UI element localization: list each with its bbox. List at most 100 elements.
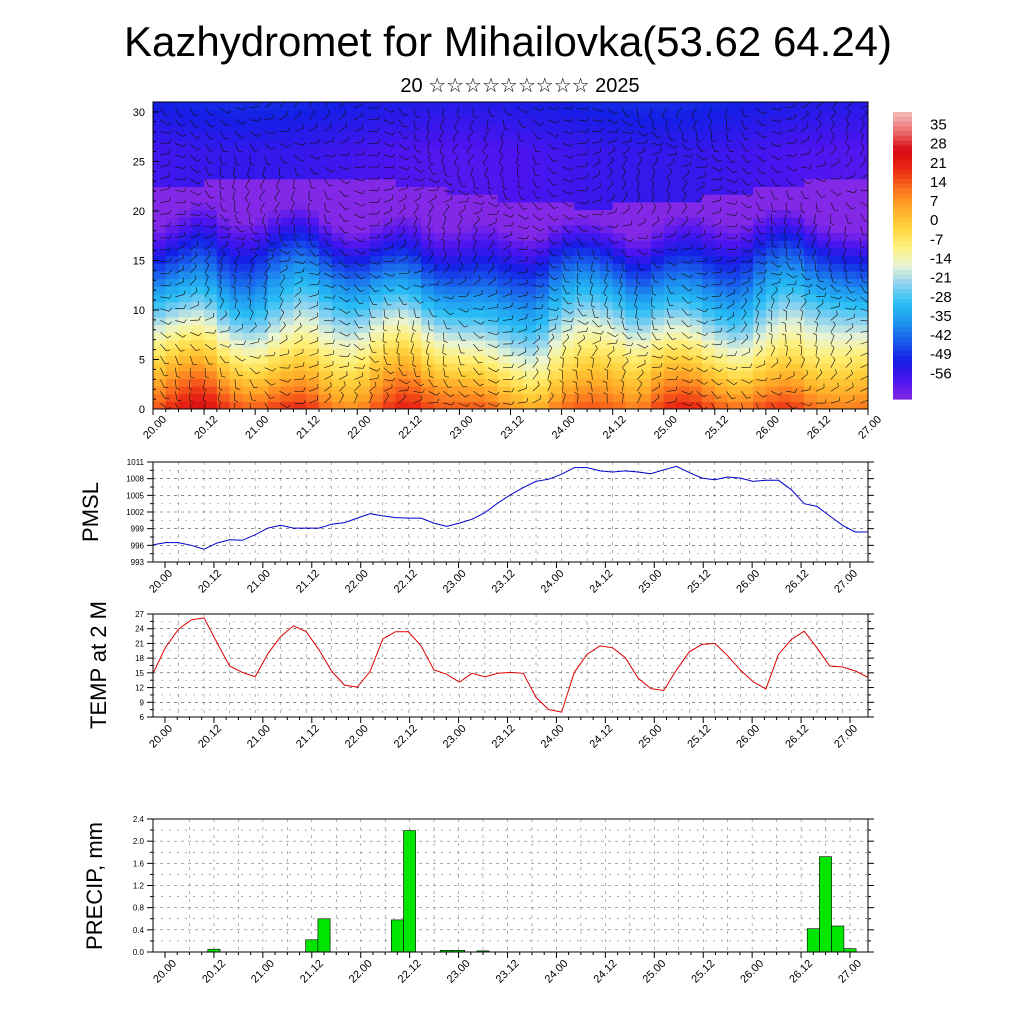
wind-barb bbox=[696, 355, 706, 360]
heatmap-cell bbox=[153, 362, 167, 372]
wind-barb bbox=[666, 343, 674, 351]
heatmap-cell bbox=[804, 125, 818, 134]
heatmap-cell bbox=[344, 270, 358, 280]
wind-barb bbox=[711, 343, 721, 345]
wind-barb bbox=[218, 379, 221, 389]
heatmap-cell bbox=[472, 201, 486, 211]
heatmap-cell bbox=[382, 301, 397, 310]
wind-barb bbox=[234, 264, 238, 274]
heatmap-cell bbox=[804, 309, 818, 318]
x-tick-label: 22.00 bbox=[345, 414, 373, 442]
wind-barb-flag bbox=[600, 137, 603, 142]
heatmap-cell bbox=[216, 178, 231, 188]
wind-barb-flag bbox=[731, 397, 736, 399]
wind-barb bbox=[693, 119, 697, 129]
heatmap-cell bbox=[242, 186, 256, 195]
wind-barb-flag bbox=[190, 376, 195, 379]
heatmap-cell bbox=[165, 155, 180, 164]
heatmap-cell bbox=[561, 401, 575, 409]
wind-barb bbox=[622, 352, 631, 357]
wind-barb bbox=[547, 166, 554, 174]
wind-barb-flag bbox=[184, 176, 187, 181]
wind-barb bbox=[262, 214, 265, 223]
heatmap-cell bbox=[497, 194, 512, 203]
wind-barb bbox=[547, 202, 555, 209]
heatmap-cell bbox=[395, 102, 409, 111]
colorbar-swatch bbox=[893, 303, 912, 309]
heatmap-cell bbox=[638, 224, 652, 234]
wind-barb-flag bbox=[273, 113, 275, 118]
wind-barb-flag bbox=[511, 339, 514, 344]
wind-barb bbox=[592, 213, 602, 216]
heatmap-cell bbox=[714, 263, 729, 272]
heatmap-cell bbox=[676, 393, 690, 402]
wind-barb bbox=[473, 265, 479, 274]
wind-barb bbox=[443, 379, 449, 388]
heatmap-cell bbox=[344, 117, 358, 126]
wind-barb bbox=[249, 341, 259, 345]
heatmap-cell bbox=[280, 332, 295, 341]
heatmap-cell bbox=[574, 178, 588, 188]
wind-barb-flag bbox=[441, 163, 446, 167]
heatmap-cell bbox=[178, 247, 192, 257]
heatmap-cell bbox=[663, 171, 678, 180]
heatmap-cell bbox=[714, 109, 729, 118]
wind-barb bbox=[771, 131, 780, 135]
heatmap-cell bbox=[765, 148, 780, 157]
heatmap-cell bbox=[829, 224, 844, 234]
wind-barb-flag bbox=[250, 261, 254, 266]
heatmap-cell bbox=[446, 293, 461, 303]
wind-barb bbox=[771, 143, 780, 147]
wind-barb-flag bbox=[517, 152, 522, 155]
wind-barb bbox=[413, 119, 416, 129]
wind-barb bbox=[785, 261, 791, 270]
wind-barb-flag bbox=[571, 105, 574, 110]
wind-barb bbox=[428, 240, 432, 250]
heatmap-cell bbox=[740, 301, 754, 310]
heatmap-cell bbox=[855, 247, 868, 257]
wind-barb bbox=[398, 272, 408, 275]
wind-barb-flag bbox=[213, 223, 217, 228]
wind-barb-flag bbox=[413, 226, 418, 230]
wind-barb bbox=[324, 190, 328, 200]
wind-barb-flag bbox=[748, 228, 753, 232]
heatmap-cell bbox=[702, 117, 716, 126]
heatmap-cell bbox=[536, 309, 550, 318]
wind-barb-flag bbox=[369, 391, 373, 396]
wind-barb-flag bbox=[436, 298, 440, 302]
wind-barb bbox=[577, 154, 587, 156]
heatmap-cell bbox=[344, 224, 358, 234]
heatmap-cell bbox=[280, 293, 295, 303]
wind-barb-flag bbox=[846, 143, 850, 148]
heatmap-cell bbox=[574, 232, 588, 241]
heatmap-cell bbox=[433, 209, 448, 218]
wind-barb bbox=[190, 154, 198, 162]
heatmap-cell bbox=[740, 217, 754, 226]
wind-barb bbox=[517, 401, 527, 404]
wind-barb bbox=[517, 213, 526, 220]
heatmap-cell bbox=[153, 255, 167, 264]
heatmap-cell bbox=[702, 401, 716, 409]
heatmap-cell bbox=[842, 270, 856, 280]
wind-barb bbox=[741, 271, 751, 274]
heatmap-cell bbox=[523, 270, 537, 280]
heatmap-cell bbox=[318, 255, 333, 264]
wind-barb bbox=[439, 119, 444, 129]
heatmap-cell bbox=[370, 232, 384, 241]
heatmap-cell bbox=[382, 171, 397, 180]
wind-barb-flag bbox=[702, 204, 704, 209]
heatmap-cell bbox=[587, 324, 601, 333]
heatmap-cell bbox=[689, 125, 703, 134]
wind-barb-flag bbox=[638, 329, 643, 331]
heatmap-cell bbox=[331, 339, 346, 349]
wind-barb bbox=[175, 119, 182, 127]
heatmap-cell bbox=[318, 109, 333, 118]
heatmap-cell bbox=[357, 255, 371, 264]
wind-barb bbox=[725, 107, 727, 117]
wind-barb-flag bbox=[586, 186, 589, 191]
heatmap-cell bbox=[267, 347, 282, 356]
heatmap-cell bbox=[446, 125, 461, 134]
wind-barb bbox=[324, 214, 327, 224]
heatmap-cell bbox=[165, 362, 180, 372]
wind-barb-flag bbox=[817, 309, 821, 313]
